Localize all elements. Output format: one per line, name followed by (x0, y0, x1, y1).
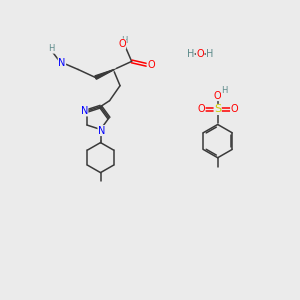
Polygon shape (95, 70, 114, 79)
Text: O: O (118, 39, 126, 49)
Text: N: N (80, 106, 88, 116)
Text: O: O (197, 104, 205, 115)
Text: H: H (187, 50, 194, 59)
Text: H: H (122, 36, 128, 45)
Text: O: O (231, 104, 238, 115)
Text: O: O (147, 60, 155, 70)
Text: N: N (98, 126, 105, 136)
Text: S: S (214, 104, 221, 115)
Text: O: O (196, 50, 204, 59)
Text: H: H (48, 44, 55, 53)
Text: N: N (58, 58, 66, 68)
Text: H: H (206, 50, 214, 59)
Text: O: O (214, 91, 221, 100)
Polygon shape (95, 70, 114, 78)
Text: H: H (221, 86, 228, 95)
